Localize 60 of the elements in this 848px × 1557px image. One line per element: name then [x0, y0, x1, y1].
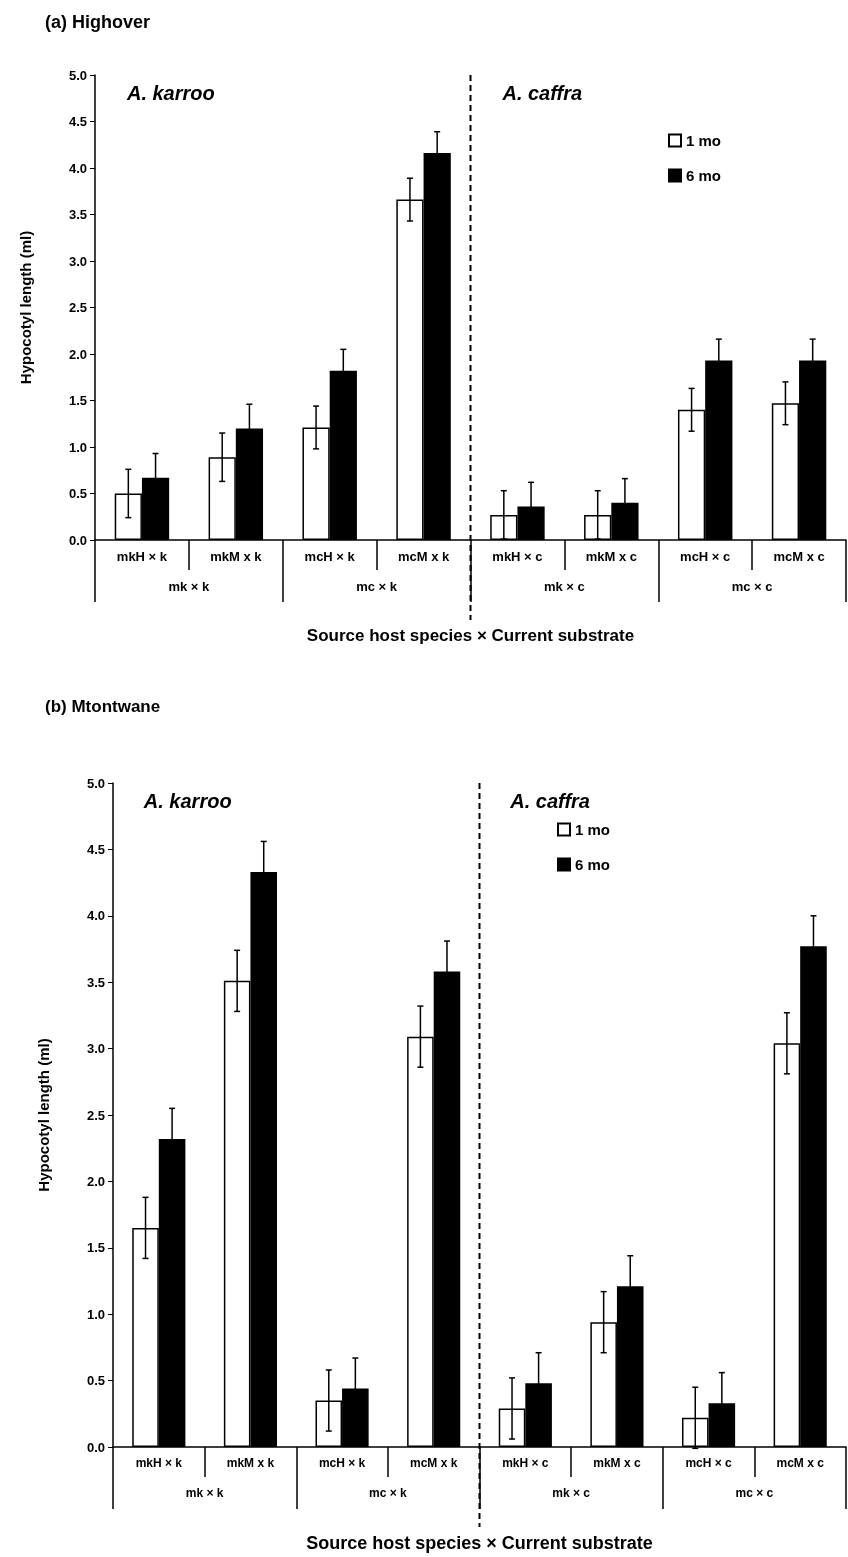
x-tick-label: mkH × c	[502, 1456, 549, 1470]
x-tick-label: mcM x c	[773, 549, 825, 564]
x-tick-label: mkH × k	[135, 1456, 183, 1470]
chart-title: (b) Mtontwane	[45, 697, 161, 716]
y-axis-title: Hypocotyl length (ml)	[17, 230, 34, 385]
annotation: A. caffra	[501, 82, 583, 104]
y-tick-label: 1.0	[86, 1306, 105, 1322]
y-tick-label: 3.5	[86, 974, 105, 990]
legend-label: 6 mo	[686, 167, 722, 184]
y-tick-label: 4.5	[86, 841, 105, 857]
x-tick-label: mkH × c	[492, 549, 543, 564]
y-tick-label: 0.5	[68, 486, 87, 501]
y-tick-label: 0.0	[68, 532, 87, 548]
y-tick-label: 0.0	[86, 1439, 105, 1455]
x-tick-label: mcH × c	[680, 549, 731, 564]
legend-label: 1 mo	[575, 821, 611, 838]
y-tick-label: 4.0	[86, 908, 105, 924]
x-tick-label: mkH × k	[116, 549, 168, 564]
annotation: A. karroo	[125, 82, 215, 104]
x-axis-title: Source host species × Current substrate	[306, 1533, 653, 1553]
y-tick-label: 0.5	[86, 1373, 105, 1389]
y-tick-label: 4.0	[68, 160, 87, 176]
x-tick-label: mkM x c	[593, 1456, 641, 1470]
y-axis-title: Hypocotyl length (ml)	[35, 1038, 52, 1192]
annotation: A. caffra	[509, 790, 590, 812]
y-tick-label: 1.0	[68, 439, 87, 455]
y-tick-label: 2.5	[86, 1107, 105, 1123]
y-tick-label: 2.5	[68, 300, 87, 315]
y-tick-label: 3.0	[68, 253, 87, 269]
x-tick-label: mcM x k	[410, 1456, 458, 1470]
text: mk × c	[543, 579, 585, 594]
chart-title: (a) Highover	[45, 12, 151, 32]
text: mc × c	[735, 1486, 774, 1500]
x-tick-label: mcH × k	[318, 1456, 366, 1470]
y-tick-label: 1.5	[68, 393, 87, 408]
x-tick-label: mcH × k	[304, 549, 356, 564]
legend-label: 6 mo	[575, 856, 611, 873]
text: mc × c	[731, 579, 773, 594]
y-tick-label: 5.0	[68, 67, 87, 83]
text: mk × k	[185, 1486, 224, 1500]
y-tick-label: 3.0	[86, 1041, 105, 1057]
y-tick-label: 3.5	[68, 207, 87, 222]
text: mc × k	[369, 1486, 408, 1500]
annotation: A. karroo	[142, 790, 232, 812]
y-tick-label: 1.5	[86, 1240, 105, 1256]
y-tick-label: 2.0	[68, 346, 87, 362]
x-tick-label: mkM x k	[210, 549, 263, 564]
x-tick-label: mkM x k	[226, 1456, 275, 1470]
text: mc × k	[356, 579, 398, 594]
text: mk × c	[552, 1486, 591, 1500]
y-tick-label: 4.5	[68, 114, 87, 129]
text: mk × k	[168, 579, 211, 594]
y-tick-label: 2.0	[86, 1173, 105, 1189]
x-tick-label: mkM x c	[585, 549, 637, 564]
y-tick-label: 5.0	[86, 775, 105, 791]
x-tick-label: mcM x c	[776, 1456, 825, 1470]
x-axis-title: Source host species × Current substrate	[306, 626, 635, 645]
x-tick-label: mcM x k	[397, 549, 450, 564]
x-tick-label: mcH × c	[685, 1456, 733, 1470]
legend-label: 1 mo	[686, 132, 722, 149]
